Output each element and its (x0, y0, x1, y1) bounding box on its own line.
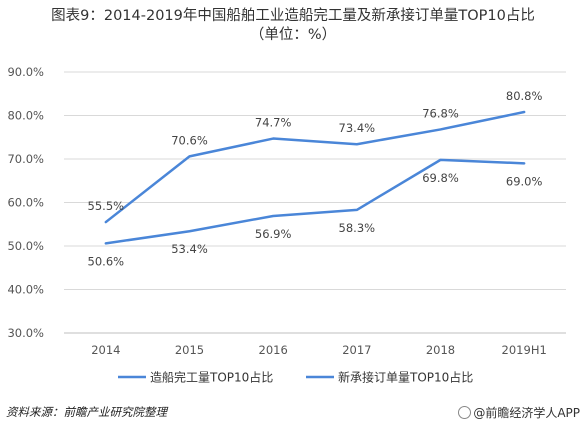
y-tick-label: 60.0% (7, 196, 44, 210)
source-note: 资料来源：前瞻产业研究院整理 (6, 405, 167, 419)
series-line-2 (104, 110, 526, 224)
x-tick-label: 2015 (175, 343, 204, 357)
y-tick-label: 50.0% (7, 239, 44, 253)
x-tick-label: 2019H1 (502, 343, 547, 357)
data-label: 50.6% (88, 254, 125, 268)
chart-title-main: 图表9：2014-2019年中国船舶工业造船完工量及新承接订单量TOP10占比 (51, 8, 535, 24)
x-tick-label: 2017 (342, 343, 371, 357)
brand-credit-text: @前瞻经济学人APP (473, 406, 580, 420)
x-tick-label: 2016 (259, 343, 288, 357)
legend-label: 造船完工量TOP10占比 (150, 370, 273, 385)
chart-subtitle: （单位：%） (249, 27, 337, 43)
brand-credit: @前瞻经济学人APP (458, 404, 580, 421)
data-label: 69.0% (506, 174, 543, 188)
y-tick-label: 70.0% (7, 152, 44, 166)
data-label: 70.6% (171, 133, 208, 147)
y-tick-label: 30.0% (7, 326, 44, 340)
data-label: 73.4% (339, 121, 376, 135)
x-tick-label: 2014 (91, 343, 120, 357)
brand-logo-icon (458, 406, 472, 419)
data-label: 80.8% (506, 89, 543, 103)
data-label: 74.7% (255, 116, 292, 130)
data-label: 55.5% (88, 199, 125, 213)
data-label: 56.9% (255, 227, 292, 241)
legend-label: 新承接订单量TOP10占比 (338, 370, 473, 385)
y-tick-label: 90.0% (7, 65, 44, 79)
data-label: 53.4% (171, 242, 208, 256)
chart-title: 图表9：2014-2019年中国船舶工业造船完工量及新承接订单量TOP10占比 … (0, 7, 586, 45)
x-tick-label: 2018 (426, 343, 455, 357)
series-line-1 (104, 158, 526, 245)
data-label: 58.3% (339, 221, 376, 235)
y-tick-label: 80.0% (7, 109, 44, 123)
data-label: 76.8% (422, 106, 459, 120)
y-tick-label: 40.0% (7, 283, 44, 297)
data-label: 69.8% (422, 171, 459, 185)
